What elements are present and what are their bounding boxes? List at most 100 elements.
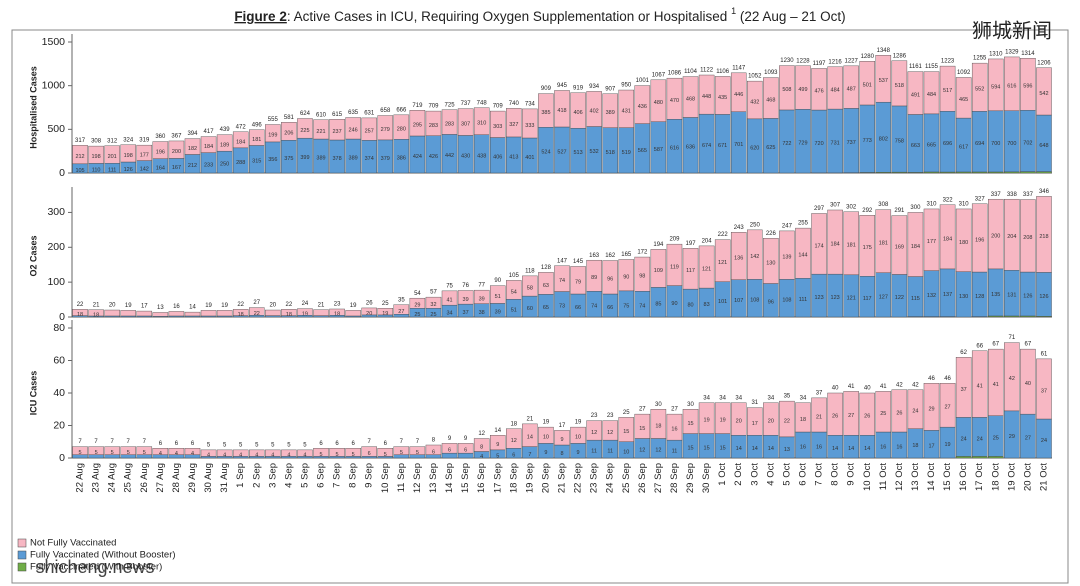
- bar-segment: [907, 71, 924, 115]
- bar-segment: [297, 118, 313, 139]
- segment-label: 442: [445, 153, 454, 159]
- segment-label: 426: [429, 154, 438, 160]
- segment-label: 596: [1023, 84, 1032, 90]
- total-label: 31: [751, 400, 758, 406]
- total-label: 42: [896, 382, 903, 388]
- total-label: 324: [123, 137, 134, 143]
- bar-segment: [939, 383, 956, 428]
- x-tick-label: 21 Oct: [1038, 463, 1049, 491]
- total-label: 950: [621, 83, 632, 89]
- bar-segment: [441, 290, 458, 306]
- segment-label: 4: [239, 453, 242, 459]
- bar-segment: [811, 68, 827, 111]
- bar-segment: [425, 110, 442, 136]
- segment-label: 5: [416, 450, 419, 456]
- x-tick-label: 16 Oct: [958, 463, 969, 491]
- x-tick-label: 4 Sep: [283, 463, 294, 488]
- total-label: 631: [364, 110, 375, 116]
- bar-segment: [538, 426, 554, 444]
- bar-segment: [554, 265, 570, 292]
- total-label: 14: [494, 428, 501, 434]
- total-label: 22: [77, 302, 84, 308]
- x-tick-label: 6 Sep: [316, 463, 327, 488]
- segment-label: 5: [143, 450, 146, 456]
- legend-label: Not Fully Vaccinated: [30, 538, 116, 549]
- total-label: 194: [653, 242, 664, 248]
- total-label: 327: [975, 196, 986, 202]
- total-label: 367: [171, 134, 182, 140]
- segment-label: 542: [1039, 91, 1048, 97]
- bar-segment: [747, 407, 763, 436]
- total-label: 247: [782, 223, 793, 229]
- bar-segment: [698, 402, 715, 434]
- x-tick-label: 10 Oct: [862, 463, 873, 491]
- segment-label: 5: [95, 450, 98, 456]
- bar-segment: [361, 117, 377, 141]
- bar-segment: [859, 392, 875, 436]
- bar-segment: [409, 110, 426, 137]
- bar-segment: [377, 308, 394, 316]
- bar-segment: [650, 409, 667, 439]
- segment-label: 63: [543, 283, 549, 289]
- x-tick-label: 13 Sep: [428, 463, 439, 493]
- bar-segment: [393, 446, 410, 455]
- bar-segment: [265, 124, 281, 143]
- segment-label: 4: [255, 453, 258, 459]
- total-label: 118: [525, 268, 535, 274]
- x-tick-label: 8 Oct: [830, 463, 841, 486]
- segment-label: 58: [527, 285, 533, 291]
- segment-label: 10: [543, 435, 549, 441]
- bar-segment: [602, 420, 618, 441]
- x-tick-label: 3 Oct: [749, 463, 760, 486]
- bar-segment: [313, 448, 329, 457]
- bar-segment: [875, 55, 892, 103]
- bar-segment: [907, 212, 924, 277]
- segment-label: 237: [332, 129, 341, 135]
- x-tick-label: 9 Oct: [846, 463, 857, 486]
- segment-label: 295: [413, 123, 422, 129]
- bar-segment: [827, 392, 843, 436]
- bar-segment: [281, 309, 297, 316]
- x-tick-label: 8 Sep: [348, 463, 359, 488]
- total-label: 496: [252, 122, 263, 128]
- bar-segment: [506, 280, 522, 300]
- segment-label: 181: [847, 243, 856, 249]
- segment-label: 108: [750, 298, 759, 304]
- segment-label: 25: [880, 411, 886, 417]
- segment-label: 142: [750, 254, 759, 260]
- x-tick-label: 19 Oct: [1006, 463, 1017, 491]
- bar-segment: [457, 443, 474, 454]
- segment-label: 200: [172, 149, 181, 155]
- total-label: 37: [816, 390, 823, 396]
- bar-segment: [393, 114, 410, 140]
- bar-segment: [602, 260, 618, 295]
- x-tick-label: 27 Aug: [155, 463, 166, 493]
- segment-label: 11: [672, 449, 678, 455]
- segment-label: 15: [623, 429, 629, 435]
- segment-label: 13: [784, 447, 790, 453]
- bar-segment: [297, 449, 313, 457]
- segment-label: 198: [92, 154, 101, 160]
- x-tick-label: 24 Aug: [107, 463, 118, 493]
- bar-segment: [1020, 348, 1036, 415]
- total-label: 1216: [828, 59, 842, 65]
- bar-segment: [939, 65, 956, 112]
- total-label: 1086: [668, 71, 682, 77]
- x-tick-label: 26 Sep: [637, 463, 648, 493]
- bar-segment: [232, 449, 249, 457]
- bar-segment: [88, 309, 104, 317]
- segment-label: 648: [1039, 143, 1048, 149]
- bar-segment: [522, 423, 538, 447]
- total-label: 909: [541, 86, 552, 92]
- total-label: 302: [846, 204, 857, 210]
- total-label: 1223: [941, 59, 955, 65]
- bar-segment: [923, 71, 940, 115]
- bar-segment: [570, 426, 586, 444]
- segment-label: 315: [252, 159, 261, 165]
- bar-segment: [988, 348, 1004, 416]
- x-tick-label: 15 Oct: [942, 463, 953, 491]
- segment-label: 413: [509, 154, 518, 160]
- segment-label: 182: [188, 146, 197, 152]
- segment-label: 18: [800, 417, 806, 423]
- bar-segment: [714, 76, 731, 115]
